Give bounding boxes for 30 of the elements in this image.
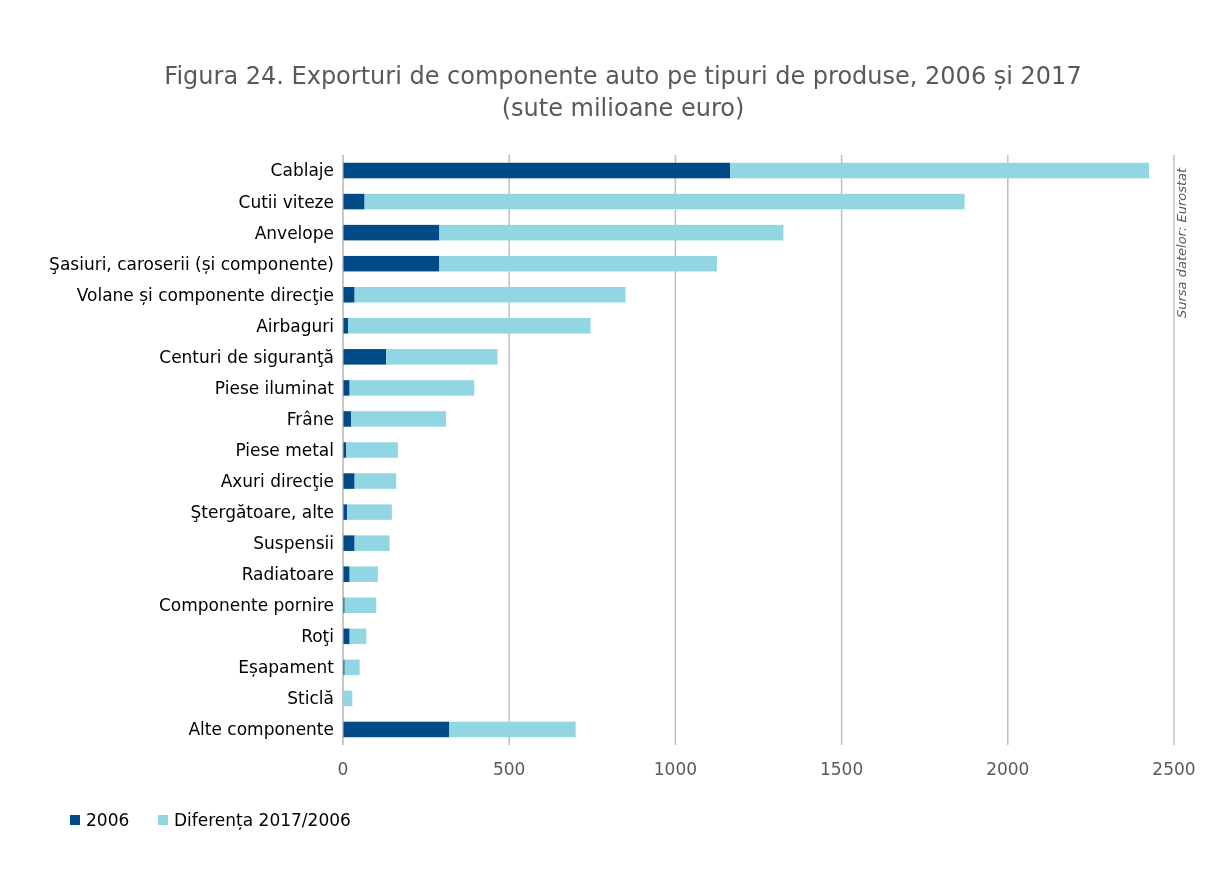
y-tick-label: Şasiuri, caroserii (și componente) xyxy=(49,253,334,274)
x-tick-label: 2000 xyxy=(986,759,1030,779)
x-tick-label: 500 xyxy=(492,759,526,779)
y-tick-label: Piese metal xyxy=(235,439,334,460)
y-tick-label: Ştergătoare, alte xyxy=(190,502,334,523)
x-tick-label: 2500 xyxy=(1152,759,1196,779)
y-tick-label: Piese iluminat xyxy=(214,377,335,398)
y-tick-label: Airbaguri xyxy=(256,315,334,336)
y-tick-label: Cablaje xyxy=(270,160,334,181)
y-tick-label: Volane și componente direcţie xyxy=(76,284,334,305)
y-tick-label: Centuri de siguranţă xyxy=(159,346,334,367)
legend-label: 2006 xyxy=(86,809,130,830)
x-tick-label: 1000 xyxy=(653,759,698,779)
y-tick-label: Frâne xyxy=(286,408,334,429)
chart-subtitle: (sute milioane euro) xyxy=(501,94,745,122)
chart-title: Figura 24. Exporturi de componente auto pe tipuri de produse, 2006 și 2017 xyxy=(164,62,1082,90)
y-tick-label: Cutii viteze xyxy=(238,191,334,212)
y-tick-label: Axuri direcţie xyxy=(220,471,334,491)
y-tick-label: Eșapament xyxy=(238,657,335,678)
y-tick-label: Alte componente xyxy=(188,719,334,740)
annotation: Sursa datelor: Eurostat xyxy=(1174,166,1189,318)
y-tick-label: Roţi xyxy=(301,626,334,647)
y-tick-label: Suspensii xyxy=(253,533,334,554)
legend-label: Diferența 2017/2006 xyxy=(174,809,351,830)
y-tick-label: Radiatoare xyxy=(241,564,334,585)
y-tick-label: Anvelope xyxy=(254,222,334,243)
y-tick-label: Componente pornire xyxy=(158,595,334,616)
x-tick-label: 0 xyxy=(337,759,349,779)
y-tick-label: Sticlă xyxy=(287,688,334,709)
x-tick-label: 1500 xyxy=(819,759,864,779)
